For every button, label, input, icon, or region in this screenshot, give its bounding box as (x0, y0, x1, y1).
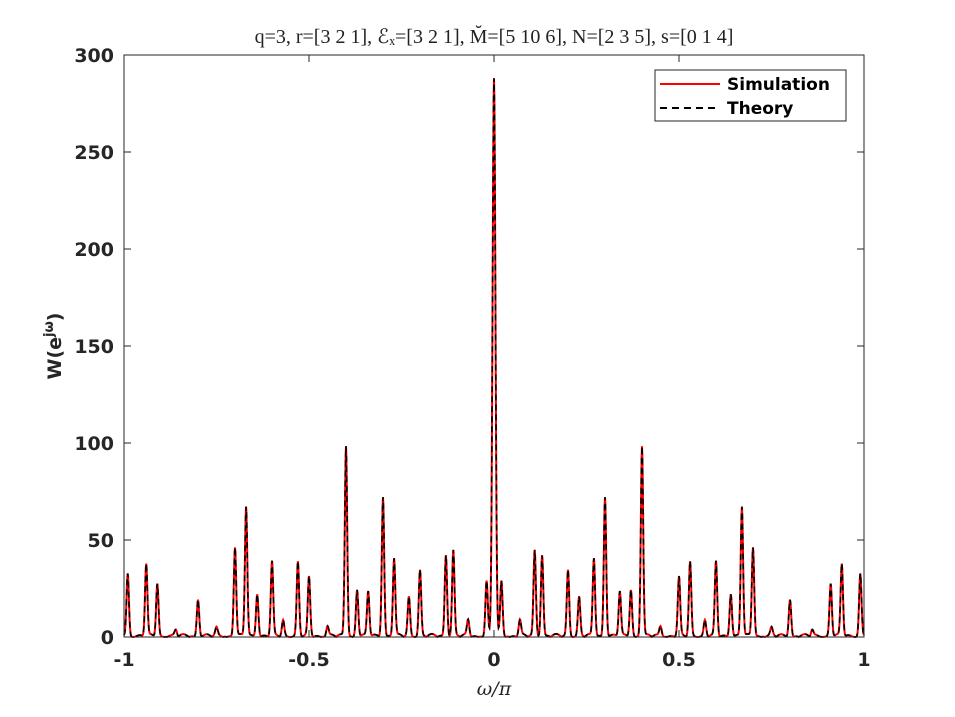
y-tick-label: 200 (74, 239, 114, 261)
y-tick-label: 300 (74, 45, 114, 67)
series-layer (123, 78, 865, 639)
legend-simulation-label: Simulation (727, 75, 830, 95)
legend: Simulation Theory (654, 69, 847, 122)
y-tick-label: 50 (88, 530, 114, 552)
y-axis-label: W(ejω) (42, 313, 66, 380)
x-tick-label: 0 (487, 649, 500, 671)
chart-title: q=3, r=[3 2 1], ℰₓ=[3 2 1], M̆=[5 10 6],… (255, 24, 734, 48)
y-tick-label: 100 (74, 433, 114, 455)
x-tick-label: 0.5 (662, 649, 696, 671)
y-axis-label-close: ) (44, 313, 66, 322)
x-tick-label: -0.5 (288, 649, 330, 671)
y-axis-label-superscript: jω (42, 321, 57, 338)
plot-frame (123, 54, 865, 638)
series-line-theory (123, 78, 865, 638)
y-tick-label: 250 (74, 142, 114, 164)
y-tick-label: 0 (101, 627, 114, 649)
x-tick-label: 1 (857, 649, 870, 671)
x-axis-label: ω/π (477, 678, 512, 700)
legend-theory-label: Theory (727, 99, 793, 119)
legend-box (654, 69, 847, 122)
x-axis-ticks: -1 -0.5 0 0.5 1 (113, 55, 871, 671)
x-tick-label: -1 (113, 649, 134, 671)
y-axis-label-main: W(e (44, 337, 66, 380)
y-tick-label: 150 (74, 336, 114, 358)
